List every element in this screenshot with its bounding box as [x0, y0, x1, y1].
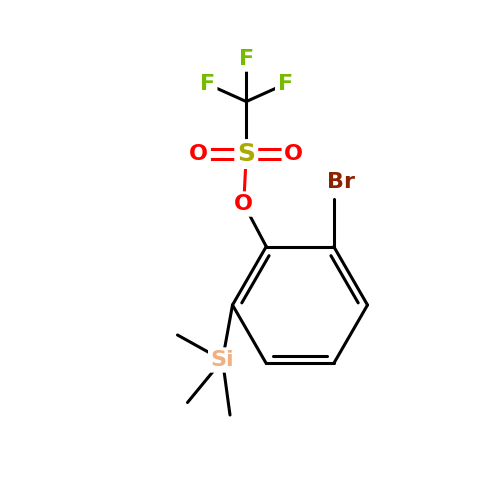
Text: F: F	[278, 74, 293, 94]
Text: O: O	[234, 194, 254, 214]
Text: Si: Si	[210, 350, 234, 370]
Text: S: S	[238, 142, 256, 166]
Text: O: O	[189, 144, 208, 164]
Text: F: F	[200, 74, 215, 94]
Text: F: F	[238, 49, 254, 69]
Text: O: O	[284, 144, 303, 164]
Text: Br: Br	[327, 172, 355, 192]
